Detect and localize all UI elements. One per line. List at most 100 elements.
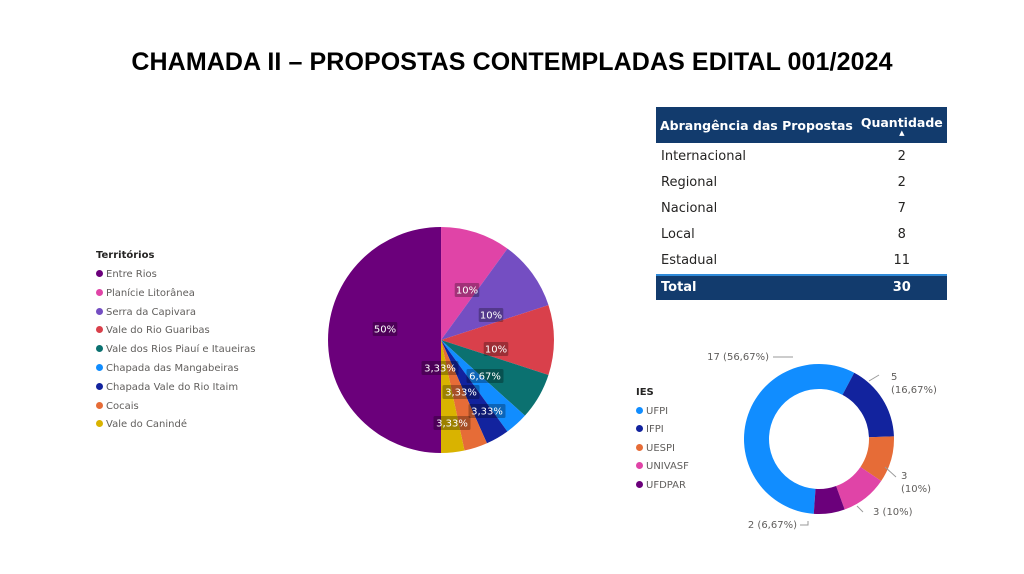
legend-label: Entre Rios (106, 269, 157, 280)
column-header-quantidade[interactable]: Quantidade ▲ (856, 107, 947, 143)
legend-dot (96, 382, 103, 390)
legend-label: Chapada Vale do Rio Itaim (106, 381, 239, 393)
pie-data-label: 3,33% (442, 385, 480, 399)
pie-data-label-text: 6,67% (469, 372, 501, 383)
legend-dot (636, 480, 643, 488)
legend-dot (96, 288, 103, 296)
legend-item[interactable]: Vale do Canindé (96, 416, 255, 435)
pie-data-label-text: 3,33% (445, 388, 477, 399)
donut-slice[interactable] (842, 372, 894, 438)
donut-slice[interactable] (744, 364, 855, 514)
pie-slice[interactable] (441, 340, 465, 453)
pie-data-label: 6,67% (466, 369, 504, 383)
pie-data-label-text: 3,33% (424, 364, 456, 375)
pie-slice[interactable] (328, 227, 442, 453)
legend-label: UNIVASF (646, 461, 689, 473)
table-row[interactable]: Nacional 7 (656, 195, 947, 221)
abrangencia-table: Abrangência das Propostas Quantidade ▲ In… (656, 107, 947, 300)
pie-slice[interactable] (441, 340, 549, 416)
legend-dot (96, 270, 103, 277)
pie-data-label: 3,33% (421, 361, 459, 375)
pie-data-label-text: 3,33% (436, 419, 468, 430)
donut-leader-line (856, 505, 864, 513)
pie-slice[interactable] (441, 340, 487, 451)
row-value: 8 (897, 227, 906, 243)
legend-item[interactable]: Chapada das Mangabeiras (96, 360, 255, 379)
legend-label: UFPI (646, 406, 669, 417)
pie-slice[interactable] (441, 340, 525, 432)
table-row[interactable]: Estadual 11 (656, 248, 947, 275)
pie-data-label-bg (468, 404, 506, 418)
pie-data-label: 50% (372, 322, 398, 336)
pie-data-label-bg (466, 369, 504, 383)
table-total-row: Total 30 (656, 273, 947, 300)
legend-item[interactable]: Chapada Vale do Rio Itaim (96, 379, 255, 398)
pie-data-label: 10% (454, 283, 480, 297)
pie-data-label-text: 10% (480, 311, 502, 322)
legend-dot (96, 326, 103, 334)
total-value: 30 (856, 273, 947, 300)
ies-legend: IES UFPI IFPI UESPI UNIVASF UFDPAR (636, 387, 689, 495)
legend-item[interactable]: Entre Rios (96, 266, 255, 285)
legend-label: Vale do Canindé (106, 419, 188, 431)
donut-data-label-line: (16,67%) (891, 385, 937, 396)
column-header-abrangencia[interactable]: Abrangência das Propostas (656, 107, 857, 143)
legend-dot (636, 425, 643, 433)
legend-item[interactable]: Cocais (96, 398, 255, 417)
donut-data-label-line: (10%) (901, 484, 931, 495)
legend-item[interactable]: UNIVASF (636, 458, 689, 476)
donut-data-label-line: 5 (891, 372, 897, 383)
legend-dot (96, 345, 103, 353)
donut-data-label: 2 (6,67%) (748, 520, 797, 531)
legend-dot (636, 443, 643, 451)
pie-slice[interactable] (441, 305, 555, 375)
donut-leader-line (800, 521, 809, 526)
legend-label: UESPI (646, 442, 675, 454)
row-label: Regional (661, 174, 718, 190)
pie-data-label-text: 10% (456, 286, 478, 297)
legend-label: Planície Litorânea (106, 287, 195, 299)
table-row[interactable]: Internacional 2 (656, 143, 947, 169)
page-title: CHAMADA II – PROPOSTAS CONTEMPLADAS EDIT… (131, 48, 893, 76)
legend-item[interactable]: UFDPAR (636, 477, 689, 495)
legend-label: Vale do Rio Guaribas (106, 325, 210, 337)
legend-item[interactable]: Planície Litorânea (96, 285, 255, 304)
donut-data-label-line: 3 (901, 471, 907, 482)
row-value: 7 (897, 200, 906, 216)
total-label: Total (656, 273, 857, 300)
pie-slice[interactable] (441, 227, 508, 340)
donut-slice[interactable] (813, 485, 845, 514)
pie-data-label-bg (421, 361, 459, 375)
pie-data-label-bg (483, 342, 509, 356)
territorios-legend: Territórios Entre Rios Planície Litorâne… (96, 250, 255, 435)
legend-item[interactable]: Vale do Rio Guaribas (96, 322, 255, 341)
pie-slice[interactable] (441, 340, 508, 444)
legend-item[interactable]: UFPI (636, 403, 689, 421)
donut-leader-line (884, 466, 897, 478)
table-row[interactable]: Regional 2 (656, 169, 947, 195)
pie-slice[interactable] (441, 248, 549, 340)
pie-data-label-text: 10% (485, 345, 507, 356)
table-row[interactable]: Local 8 (656, 222, 947, 248)
pie-data-label-bg (478, 308, 504, 322)
pie-data-label-text: 3,33% (471, 407, 503, 418)
donut-data-label: 3 (10%) (901, 471, 931, 495)
pie-data-label-text: 50% (374, 325, 396, 336)
row-value: 11 (893, 253, 911, 269)
legend-label: Vale dos Rios Piauí e Itaueiras (106, 344, 256, 356)
legend-item[interactable]: Serra da Capivara (96, 304, 255, 323)
row-label: Nacional (661, 200, 718, 216)
sort-ascending-icon: ▲ (899, 128, 905, 137)
legend-item[interactable]: UESPI (636, 440, 689, 458)
pie-data-label-bg (372, 322, 398, 336)
legend-dot (96, 307, 103, 315)
pie-data-label-bg (433, 416, 471, 430)
pie-data-label: 3,33% (433, 416, 471, 430)
legend-item[interactable]: Vale dos Rios Piauí e Itaueiras (96, 341, 255, 360)
donut-slice[interactable] (860, 436, 894, 481)
legend-item[interactable]: IFPI (636, 421, 689, 439)
pie-data-label-bg (454, 283, 480, 297)
legend-label: UFDPAR (646, 479, 686, 491)
donut-slice[interactable] (836, 466, 882, 510)
